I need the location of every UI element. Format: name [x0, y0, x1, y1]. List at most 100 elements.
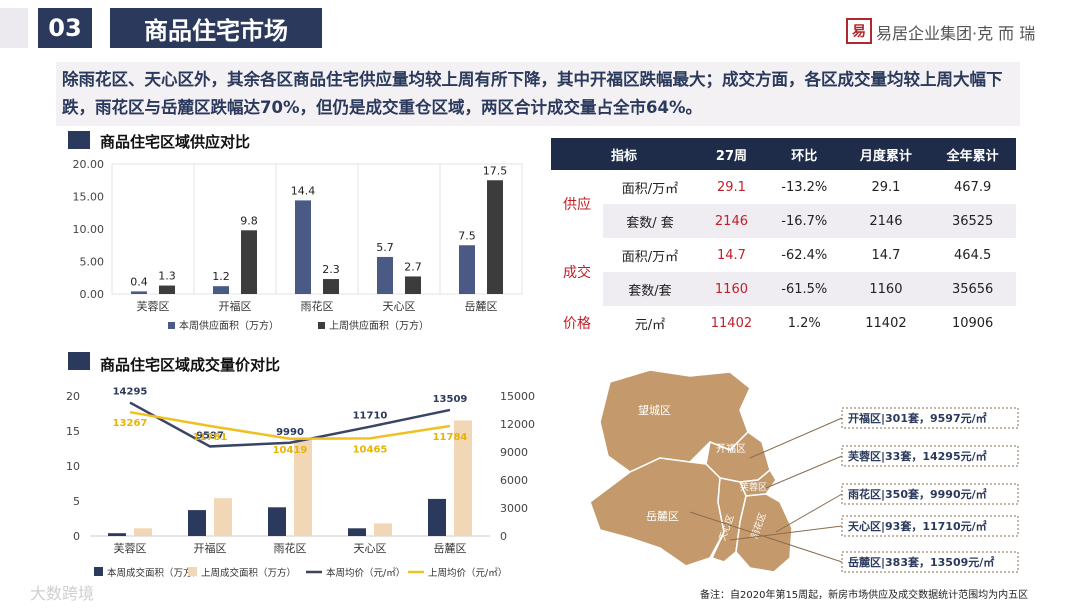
y-left-tick-label: 20 [66, 390, 80, 403]
bar [348, 528, 366, 536]
callout-text: 雨花区|350套，9990元/㎡ [848, 487, 987, 501]
bar [213, 286, 229, 294]
week-cell: 11402 [710, 315, 753, 331]
district-map: 望城区 开福区 芙蓉区 岳麓区 天心区 雨花区 开福区|301套，9597元/㎡… [590, 369, 1019, 573]
data-label: 14.4 [291, 184, 316, 197]
year-cell: 464.5 [954, 247, 992, 263]
company-logo-icon: 易 [846, 18, 872, 44]
y-tick-label: 15.00 [73, 191, 105, 204]
y-right-tick-label: 12000 [500, 418, 535, 431]
legend-label: 上周成交面积（万方） [201, 567, 296, 579]
data-label: 9990 [276, 427, 304, 438]
summary-background [56, 62, 1020, 126]
week-cell: 2146 [696, 204, 766, 238]
bar [188, 510, 206, 536]
unit-cell: 套数/套 [603, 272, 697, 306]
callout-leader [765, 455, 843, 489]
map-label: 芙蓉区 [740, 481, 767, 493]
data-label: 1.3 [158, 270, 176, 283]
x-tick-label: 岳麓区 [465, 300, 498, 313]
chart1-title-marker [68, 131, 90, 149]
bar [487, 180, 503, 294]
callout-box [841, 445, 1019, 467]
y-right-tick-label: 3000 [500, 502, 528, 515]
callout-box [841, 407, 1019, 429]
header-decoration [0, 8, 28, 48]
y-tick-label: 5.00 [80, 256, 105, 269]
table-row: 供应 面积/万㎡ 29.1 -13.2% 29.1 467.9 [551, 170, 1016, 214]
y-left-tick-label: 5 [73, 495, 80, 508]
week-cell: 1160 [696, 272, 766, 306]
x-tick-label: 岳麓区 [434, 542, 467, 555]
month-cell: 14.7 [871, 247, 901, 263]
chart2-title-marker [68, 352, 90, 370]
week-cell: 14.7 [716, 247, 746, 263]
y-right-tick-label: 9000 [500, 446, 528, 459]
unit-cell: 面积/万㎡ [621, 181, 679, 197]
bar [134, 528, 152, 536]
th-month: 月度累计 [842, 138, 930, 170]
x-tick-label: 开福区 [219, 299, 252, 313]
year-cell: 10906 [951, 315, 994, 331]
map-label: 开福区 [716, 442, 746, 455]
market-indicator-table: 指标 27周 环比 月度累计 全年累计 供应 面积/万㎡ 29.1 -13.2%… [551, 138, 1016, 340]
data-label: 5.7 [376, 241, 394, 254]
year-cell: 467.9 [954, 179, 992, 195]
callout-text: 天心区|93套，11710元/㎡ [848, 519, 987, 533]
mom-cell: -13.2% [781, 179, 828, 195]
y-right-tick-label: 0 [500, 530, 507, 543]
series-line [129, 410, 451, 441]
supply-bar-chart: 0.00 5.00 10.00 15.00 20.00 0.4 1.3 芙蓉区 1.2 9.8 开福… [73, 158, 523, 332]
section-title: 商品住宅市场 [110, 8, 322, 48]
group-label: 成交 [563, 265, 591, 281]
company-name: 易居企业集团·克 而 瑞 [876, 24, 1036, 43]
y-right-tick-label: 15000 [500, 390, 535, 403]
th-indicator: 指标 [551, 138, 697, 170]
group-label: 价格 [563, 316, 591, 332]
legend-swatch [94, 567, 103, 576]
mom-cell: 1.2% [787, 315, 821, 331]
map-label: 望城区 [638, 404, 671, 417]
callout-box [841, 515, 1019, 537]
callout-leader [775, 493, 843, 533]
data-label: 2.7 [404, 260, 422, 273]
x-tick-label: 芙蓉区 [114, 541, 147, 555]
data-label: 11784 [433, 432, 468, 443]
th-mom: 环比 [765, 138, 843, 170]
bar [295, 200, 311, 294]
y-right-tick-label: 6000 [500, 474, 528, 487]
legend-label: 上周供应面积（万方） [329, 319, 429, 332]
x-tick-label: 天心区 [383, 300, 416, 313]
x-tick-label: 芙蓉区 [137, 299, 170, 313]
y-left-tick-label: 15 [66, 425, 80, 438]
data-label: 9597 [196, 430, 224, 441]
th-year: 全年累计 [929, 138, 1016, 170]
table-row: 成交 面积/万㎡ 14.7 -62.4% 14.7 464.5 [551, 238, 1016, 282]
callout-leader [729, 525, 843, 541]
table-row: 价格 元/㎡ 11402 1.2% 11402 10906 [551, 306, 1016, 340]
section-number: 03 [38, 8, 92, 48]
data-label: 7.5 [458, 229, 476, 242]
legend-label: 本周均价（元/㎡） [326, 567, 405, 579]
legend-label: 本周供应面积（万方） [179, 319, 279, 332]
legend-swatch [188, 567, 197, 576]
bar [214, 498, 232, 536]
callout-text: 岳麓区|383套，13509元/㎡ [848, 555, 994, 569]
watermark: 大数跨境 [30, 584, 95, 603]
data-label: 9.8 [240, 214, 258, 227]
data-label: 17.5 [483, 164, 508, 177]
unit-cell: 面积/万㎡ [621, 249, 679, 265]
y-tick-label: 20.00 [73, 158, 105, 171]
y-tick-label: 10.00 [73, 223, 105, 236]
mom-cell: -62.4% [781, 247, 828, 263]
data-label: 0.4 [130, 275, 148, 288]
chart1-title: 商品住宅区域供应对比 [100, 133, 251, 151]
data-label: 10419 [273, 445, 308, 456]
month-cell: 29.1 [871, 179, 901, 195]
map-label: 岳麓区 [646, 510, 679, 523]
legend-label: 上周均价（元/㎡） [428, 567, 507, 579]
unit-cell: 元/㎡ [634, 317, 666, 333]
x-tick-label: 雨花区 [301, 300, 334, 313]
month-cell: 1160 [842, 272, 930, 306]
callout-leader [749, 417, 843, 459]
